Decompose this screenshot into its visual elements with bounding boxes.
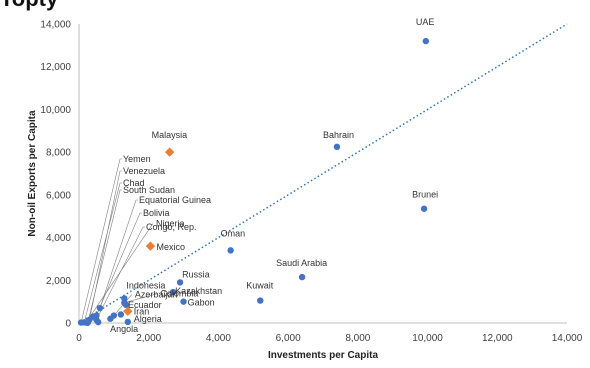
point-label: Bolivia: [143, 208, 170, 218]
point-label: Kazakhstan: [175, 286, 222, 296]
leader-line: [96, 212, 142, 316]
data-point: [145, 241, 156, 251]
data-point: [257, 297, 264, 304]
point-label: Angola: [110, 324, 138, 334]
x-tick-label: 14,000: [552, 333, 583, 344]
data-point: [89, 313, 97, 320]
point-label: Oman: [221, 228, 246, 238]
point-label: Azerbaijan: [135, 290, 178, 300]
data-point: [117, 311, 125, 318]
point-label: Bahrain: [323, 130, 354, 140]
point-label: Brunei: [412, 190, 438, 200]
y-tick-label: 14,000: [40, 20, 71, 31]
data-point: [123, 306, 133, 316]
leader-line: [87, 189, 122, 323]
data-point: [333, 143, 341, 151]
point-label: Nigeria: [156, 219, 185, 229]
x-tick-label: 6,000: [276, 333, 301, 344]
y-tick-label: 10,000: [40, 105, 71, 116]
data-point: [227, 247, 234, 254]
leader-line: [80, 158, 122, 323]
chart-axes: [78, 24, 567, 324]
leader-line: [83, 182, 122, 323]
point-label: Congo, Rep.: [146, 222, 197, 232]
point-label: South Sudan: [123, 185, 175, 195]
y-tick-label: 0: [65, 319, 71, 330]
leader-line: [96, 226, 145, 320]
point-label: Yemen: [123, 154, 151, 164]
y-tick-label: 2,000: [46, 276, 71, 287]
point-label: Colombia: [160, 289, 198, 299]
y-axis-title: Non-oil Exports per Capita: [27, 110, 38, 237]
point-label: Mexico: [156, 242, 185, 252]
point-label: Algeria: [134, 314, 162, 324]
data-points: [77, 37, 430, 326]
data-point: [84, 319, 91, 326]
point-label: Gabon: [188, 298, 215, 308]
y-tick-label: 8,000: [46, 148, 71, 159]
data-point: [176, 279, 184, 286]
point-label: Kuwait: [246, 281, 274, 291]
point-label: Russia: [182, 269, 210, 279]
leader-line: [124, 293, 158, 304]
y-tick-label: 12,000: [40, 62, 71, 73]
data-point: [169, 288, 177, 296]
y-tick-label: 6,000: [46, 190, 71, 201]
leader-line: [99, 199, 138, 309]
data-point: [96, 304, 104, 312]
data-point: [164, 147, 175, 157]
trendline: [78, 23, 568, 324]
x-tick-label: 4,000: [206, 333, 231, 344]
point-label: Ecuador: [128, 300, 162, 310]
x-tick-label: 10,000: [412, 333, 443, 344]
point-labels: UAE Bahrain Malaysia Brunei Oman Saudi Arabia…: [110, 17, 438, 334]
x-tick-label: 0: [76, 333, 82, 344]
data-point: [124, 318, 131, 326]
x-tick-label: 2,000: [136, 333, 161, 344]
y-tick-label: 4,000: [46, 233, 71, 244]
x-tick-label: 8,000: [345, 333, 370, 344]
point-label: Iran: [134, 306, 150, 316]
point-label: UAE: [416, 17, 435, 27]
x-tick-label: 12,000: [482, 333, 513, 344]
data-point: [107, 315, 114, 322]
tick-labels: 0 2,000 4,000 6,000 8,000 10,000 12,000 14,000 0…: [40, 20, 582, 345]
point-label: Equatorial Guinea: [139, 195, 211, 205]
leader-line: [89, 170, 122, 320]
x-axis-title: Investments per Capita: [268, 350, 378, 361]
data-point: [180, 298, 187, 305]
point-label: Chad: [123, 178, 145, 188]
point-label: Saudi Arabia: [276, 258, 327, 268]
point-label: Venezuela: [123, 166, 165, 176]
point-label: Malaysia: [152, 130, 188, 140]
leader-line: [85, 223, 154, 323]
data-point: [420, 205, 428, 212]
data-point: [121, 299, 128, 306]
leader-lines: [80, 158, 158, 323]
data-point: [298, 273, 306, 281]
page-heading: Topty: [0, 0, 58, 12]
data-point: [422, 37, 430, 45]
point-label: Indonesia: [126, 280, 165, 290]
